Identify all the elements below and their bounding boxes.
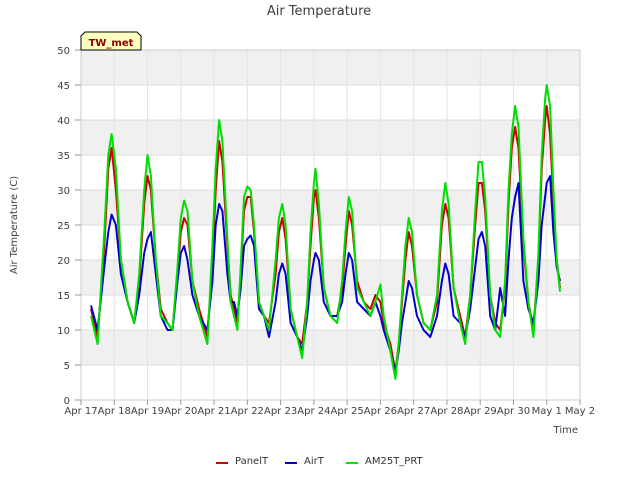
y-tick-label: 25 [57,221,70,232]
x-tick-label: Apr 20 [164,406,197,417]
grid-band [81,50,580,85]
series-line-airt [90,175,561,373]
series-line-am25t_prt [90,84,561,380]
y-tick-label: 5 [64,361,70,372]
station-badge-label: TW_met [89,38,134,49]
legend-label: AM25T_PRT [365,456,424,467]
y-tick-label: 50 [57,46,70,57]
legend: PanelT AirT AM25T_PRT [216,456,424,467]
chart-title: Air Temperature [267,4,371,19]
y-tick-label: 35 [57,151,70,162]
y-tick-label: 40 [57,116,70,127]
x-tick-label: Apr 17 [64,406,97,417]
y-tick-label: 10 [57,326,70,337]
legend-label: PanelT [235,456,269,467]
x-tick-label: May 1 [532,406,562,417]
grid-band [81,120,580,155]
y-tick-label: 45 [57,81,70,92]
x-tick-label: Apr 25 [331,406,364,417]
x-tick-label: Apr 30 [497,406,530,417]
grid-lines [80,49,581,401]
station-badge: TW_met [80,31,142,51]
x-tick-label: Apr 18 [98,406,131,417]
x-tick-label: Apr 29 [464,406,497,417]
x-tick-label: Apr 27 [397,406,430,417]
y-tick-label: 0 [64,396,70,407]
x-axis-ticks: Apr 17 Apr 18 Apr 19 Apr 20 Apr 21 Apr 22 Apr … [64,400,595,417]
legend-label: AirT [304,456,325,467]
x-tick-label: Apr 26 [364,406,397,417]
x-tick-label: Apr 24 [297,406,330,417]
grid-band [81,190,580,225]
y-axis-label: Air Temperature (C) [9,176,20,274]
y-tick-label: 30 [57,186,70,197]
x-tick-label: Apr 21 [197,406,230,417]
x-tick-label: Apr 23 [264,406,297,417]
grid-band [81,330,580,365]
x-tick-label: May 2 [565,406,595,417]
series-lines [90,84,561,380]
y-axis-ticks: 0 5 10 15 20 25 30 35 40 45 50 [57,46,81,407]
x-tick-label: Apr 28 [430,406,463,417]
x-axis-label: Time [553,425,578,436]
x-tick-label: Apr 22 [231,406,264,417]
x-tick-label: Apr 19 [131,406,164,417]
y-tick-label: 15 [57,291,70,302]
y-tick-label: 20 [57,256,70,267]
grid-band [81,260,580,295]
